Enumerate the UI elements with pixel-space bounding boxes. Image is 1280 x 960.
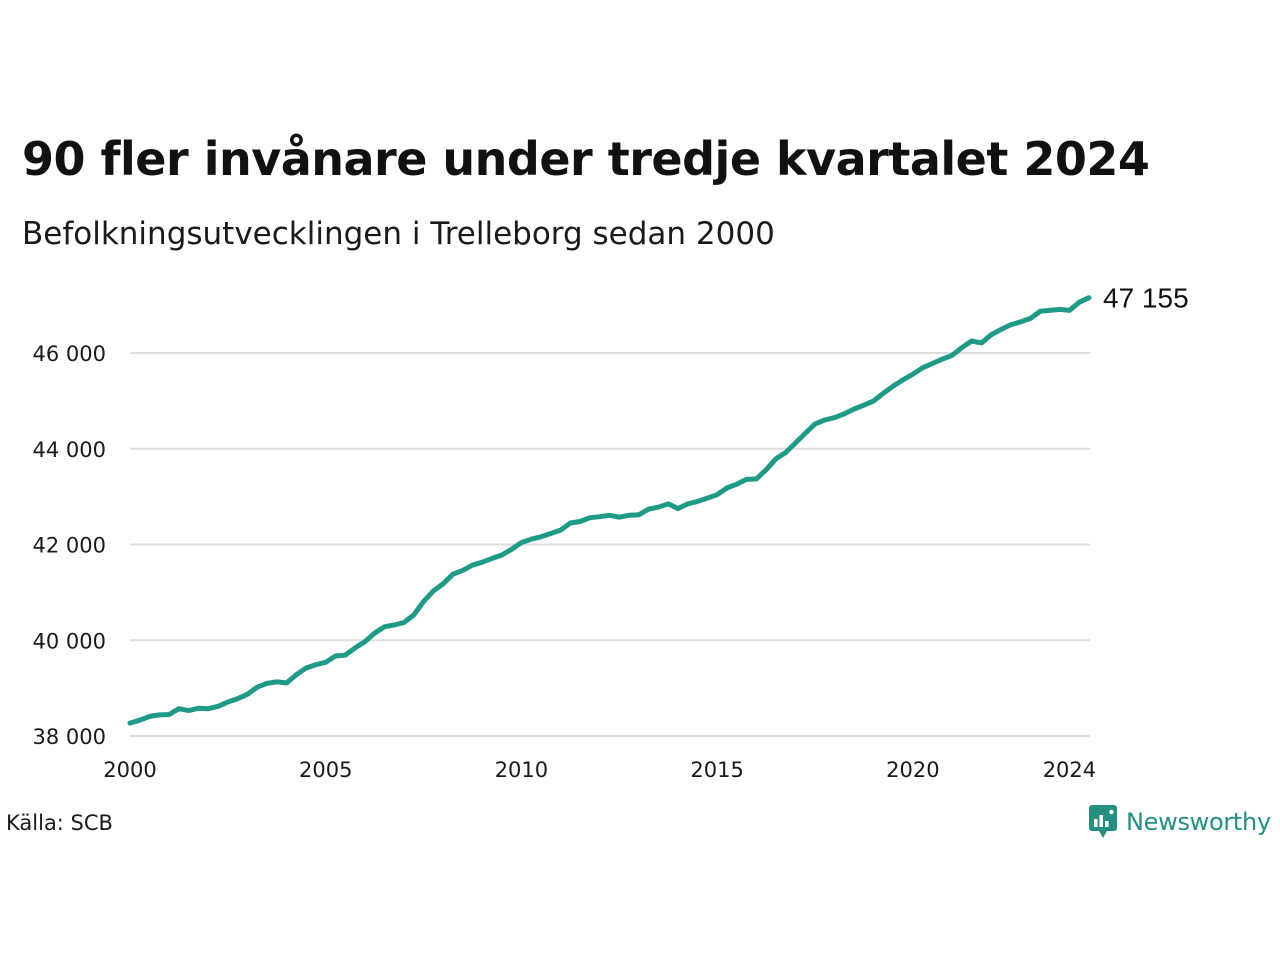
end-value-label: 47 155 xyxy=(1103,283,1189,314)
newsworthy-brand[interactable]: Newsworthy xyxy=(1088,804,1271,840)
x-axis-ticks: 2000 2005 2010 2015 2020 2024 xyxy=(103,758,1096,782)
y-tick-label: 44 000 xyxy=(33,438,106,462)
series-line xyxy=(127,295,1092,726)
newsworthy-logo-icon xyxy=(1089,805,1117,838)
x-tick-label: 2000 xyxy=(103,758,156,782)
gridlines xyxy=(130,352,1090,737)
y-tick-label: 40 000 xyxy=(33,629,106,653)
x-tick-label: 2020 xyxy=(886,758,939,782)
brand-name: Newsworthy xyxy=(1126,808,1271,836)
y-tick-label: 46 000 xyxy=(33,342,106,366)
x-tick-label: 2015 xyxy=(690,758,743,782)
y-tick-label: 38 000 xyxy=(33,725,106,749)
x-tick-label: 2024 xyxy=(1043,758,1096,782)
chart-title: 90 fler invånare under tredje kvartalet … xyxy=(22,132,1150,186)
x-tick-label: 2005 xyxy=(299,758,352,782)
y-axis-ticks: 38 000 40 000 42 000 44 000 46 000 xyxy=(33,342,106,749)
series-layer xyxy=(127,295,1092,726)
y-tick-label: 42 000 xyxy=(33,534,106,558)
chart-subtitle: Befolkningsutvecklingen i Trelleborg sed… xyxy=(22,216,775,252)
source-note: Källa: SCB xyxy=(6,811,113,835)
x-tick-label: 2010 xyxy=(495,758,548,782)
